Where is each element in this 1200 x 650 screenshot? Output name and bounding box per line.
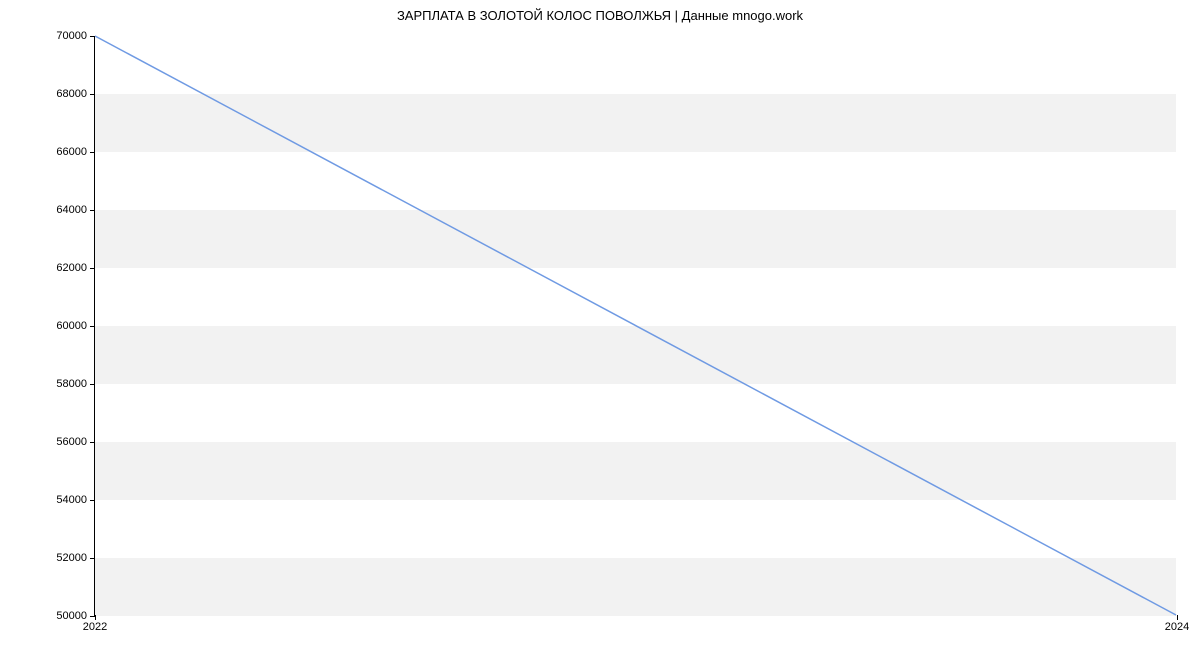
y-tick-mark — [90, 384, 95, 385]
line-layer — [95, 36, 1176, 615]
x-tick-mark — [1177, 615, 1178, 620]
y-tick-mark — [90, 94, 95, 95]
y-tick-mark — [90, 152, 95, 153]
y-tick-mark — [90, 210, 95, 211]
x-tick-mark — [95, 615, 96, 620]
plot-area: 5000052000540005600058000600006200064000… — [94, 36, 1176, 616]
series-line — [95, 36, 1176, 615]
chart-title: ЗАРПЛАТА В ЗОЛОТОЙ КОЛОС ПОВОЛЖЬЯ | Данн… — [0, 8, 1200, 23]
y-tick-mark — [90, 326, 95, 327]
y-tick-mark — [90, 442, 95, 443]
y-tick-mark — [90, 500, 95, 501]
y-tick-mark — [90, 268, 95, 269]
chart-container: ЗАРПЛАТА В ЗОЛОТОЙ КОЛОС ПОВОЛЖЬЯ | Данн… — [0, 0, 1200, 650]
y-tick-mark — [90, 36, 95, 37]
y-tick-mark — [90, 558, 95, 559]
